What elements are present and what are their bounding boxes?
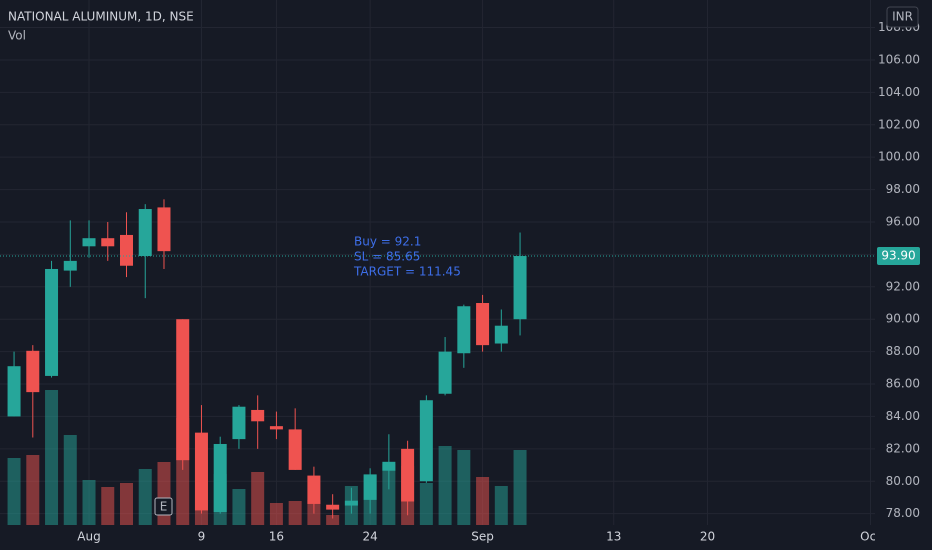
candle-body <box>232 406 246 440</box>
candle-body <box>82 238 96 247</box>
candle-body <box>213 443 227 513</box>
volume-bar <box>269 503 283 525</box>
y-tick-label: 98.00 <box>886 182 920 196</box>
y-tick-label: 88.00 <box>886 344 920 358</box>
volume-bar <box>438 446 452 525</box>
y-tick-label: 106.00 <box>878 52 920 66</box>
y-tick-label: 92.00 <box>886 279 920 293</box>
y-tick-label: 80.00 <box>886 474 920 488</box>
y-tick-label: 78.00 <box>886 506 920 520</box>
candle-body <box>138 209 152 257</box>
y-tick-label: 104.00 <box>878 85 920 99</box>
volume-bar <box>494 486 508 525</box>
candle-body <box>26 350 40 393</box>
volume-bar <box>476 477 490 525</box>
volume-bar <box>119 483 133 525</box>
y-tick-label: 100.00 <box>878 150 920 164</box>
candle-body <box>344 500 358 506</box>
annotation: Buy = 92.1 <box>354 235 421 249</box>
candle-body <box>269 426 283 430</box>
candle-body <box>251 409 265 422</box>
x-tick-label: 24 <box>362 530 377 544</box>
x-tick-label: Sep <box>471 530 494 544</box>
volume-bar <box>26 455 40 525</box>
candle-body <box>476 303 490 346</box>
candle-body <box>157 207 171 252</box>
volume-bar <box>138 469 152 525</box>
volume-bar <box>382 464 396 525</box>
y-tick-label: 102.00 <box>878 117 920 131</box>
volume-bar <box>419 483 433 525</box>
y-tick-label: 86.00 <box>886 377 920 391</box>
candle-body <box>194 432 208 511</box>
volume-bar <box>326 515 340 525</box>
event-marker-box <box>154 497 173 516</box>
candle-body <box>382 461 396 471</box>
x-tick-label: 9 <box>198 530 206 544</box>
volume-bar <box>251 472 265 525</box>
volume-bar <box>82 480 96 525</box>
candle-body <box>176 319 190 461</box>
candle-body <box>288 429 302 470</box>
annotation: TARGET = 111.45 <box>353 265 461 279</box>
candle-body <box>419 400 433 482</box>
candle-body <box>63 260 77 271</box>
volume-bar <box>101 487 115 525</box>
candle-body <box>438 351 452 394</box>
y-tick-label: 96.00 <box>886 214 920 228</box>
candle-body <box>307 475 321 504</box>
candle-body <box>101 238 115 247</box>
price-axis <box>875 0 932 550</box>
x-tick-label: 16 <box>269 530 284 544</box>
candle-body <box>401 448 415 502</box>
y-tick-label: 84.00 <box>886 409 920 423</box>
y-tick-label: 82.00 <box>886 441 920 455</box>
candle-body <box>363 474 377 500</box>
event-marker: E <box>160 500 168 514</box>
currency-box <box>886 6 919 28</box>
candle-body <box>326 504 340 510</box>
volume-bar <box>513 450 527 525</box>
candle-body <box>457 306 471 354</box>
volume-bar <box>288 501 302 525</box>
annotation: SL = 85.65 <box>354 250 420 264</box>
volume-bar <box>63 435 77 525</box>
volume-bar <box>457 450 471 525</box>
candle-body <box>513 256 527 320</box>
currency: INR <box>892 10 913 24</box>
volume-bar <box>157 462 171 525</box>
volume-bar <box>45 390 59 525</box>
candle-body <box>45 268 59 376</box>
y-tick-label: 90.00 <box>886 312 920 326</box>
chart-title: NATIONAL ALUMINUM, 1D, NSE <box>8 10 194 24</box>
volume-label: Vol <box>8 29 26 43</box>
candle-body <box>119 234 133 266</box>
candle-body <box>7 366 21 417</box>
x-tick-label: Aug <box>77 530 100 544</box>
volume-bar <box>232 489 246 525</box>
volume-bar <box>7 458 21 525</box>
candle-body <box>494 325 508 344</box>
x-tick-label: 20 <box>700 530 715 544</box>
last-price-label: 93.90 <box>881 249 915 263</box>
last-price-box <box>877 247 920 266</box>
x-tick-label: 13 <box>606 530 621 544</box>
